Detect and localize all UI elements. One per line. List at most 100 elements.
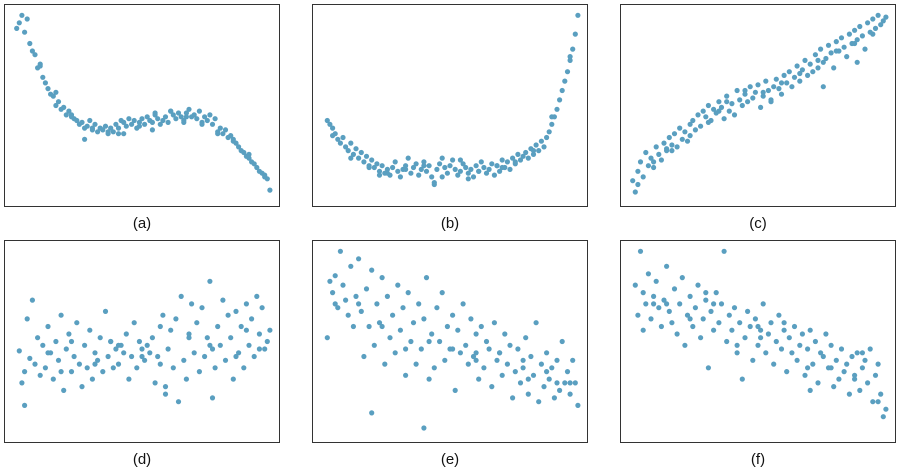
panel-b-point <box>390 164 396 171</box>
panel-b-point <box>465 170 471 176</box>
panel-c: (c) <box>620 4 896 232</box>
panel-f-point <box>695 282 701 288</box>
panel-e-point <box>562 380 568 386</box>
panel-f-point <box>786 335 792 341</box>
panel-c-point <box>776 86 782 92</box>
panel-b-point <box>570 46 576 52</box>
panel-c-point <box>763 78 769 84</box>
panel-f-point <box>805 365 811 371</box>
panel-e-point <box>421 425 427 431</box>
panel-b-point <box>450 157 456 163</box>
panel-e-point <box>423 275 430 281</box>
panel-e-point <box>564 369 571 375</box>
panel-f: (f) <box>620 240 896 468</box>
panel-c-point <box>684 138 691 144</box>
panel-b-point <box>363 153 370 159</box>
panel-c-point <box>651 164 657 171</box>
panel-d-point <box>178 293 184 299</box>
panel-c-point <box>784 80 790 86</box>
panel-c-point <box>878 22 884 28</box>
panel-e-point <box>358 308 364 314</box>
panel-f-point <box>656 305 662 311</box>
panel-e-point <box>340 282 346 288</box>
panel-c-point <box>815 57 821 64</box>
panel-a-point <box>82 136 88 142</box>
panel-e-point <box>392 350 398 356</box>
panel-d-point <box>204 335 210 341</box>
panel-d-point <box>29 297 35 303</box>
panel-f-point <box>674 331 680 337</box>
panel-a-point <box>136 119 142 125</box>
panel-c-point <box>632 189 638 195</box>
panel-e-point <box>439 290 445 296</box>
panel-e-point <box>468 316 474 322</box>
panel-e-point <box>504 361 510 367</box>
panel-b-point <box>358 149 364 156</box>
panel-f-point <box>698 335 704 341</box>
panel-c-point <box>818 46 824 52</box>
panel-f-point <box>878 391 884 397</box>
panel-b-point <box>327 121 333 127</box>
panel-b-point <box>491 172 497 178</box>
panel-d-point <box>102 308 109 314</box>
panel-c-point <box>745 99 751 105</box>
panel-f-point <box>778 346 785 352</box>
panel-c-point <box>742 87 748 94</box>
panel-d-point <box>241 365 247 371</box>
panel-e-point <box>384 293 390 299</box>
panel-a-point <box>123 123 129 129</box>
panel-e-point <box>528 353 534 360</box>
panel-c-point <box>739 102 745 109</box>
panel-d-point <box>236 350 242 356</box>
panel-b-point <box>520 153 526 159</box>
panel-e-point <box>452 387 458 393</box>
panel-d-point <box>194 320 200 326</box>
panel-d-point <box>74 320 80 326</box>
panel-b-point <box>567 54 573 60</box>
panel-f-point <box>823 331 829 337</box>
panel-f-point <box>716 320 722 326</box>
panel-a-point <box>181 119 187 125</box>
panel-b-point <box>374 161 380 167</box>
panel-f-point <box>666 308 672 314</box>
panel-d-point <box>115 361 122 367</box>
panel-d-point <box>162 391 169 397</box>
panel-d-point <box>22 369 28 375</box>
panel-d-point <box>27 355 33 361</box>
panel-b-point <box>476 168 482 174</box>
panel-e-point <box>486 346 492 352</box>
panel-c-point <box>750 95 756 101</box>
panel-a-point <box>267 187 273 193</box>
panel-f-point <box>849 353 855 360</box>
panel-e-point <box>418 346 424 352</box>
panel-d-point <box>183 376 189 382</box>
panel-f-point <box>640 290 646 296</box>
panel-f-point <box>862 357 868 363</box>
panel-c-point <box>846 31 853 37</box>
panel-c-point <box>875 12 881 18</box>
panel-d-point <box>251 353 257 360</box>
panel-b-point <box>489 161 495 167</box>
panel-a-point <box>19 12 25 18</box>
panel-e-point <box>400 305 406 311</box>
panel-c-point <box>671 131 678 137</box>
panel-b-point <box>559 87 565 94</box>
panel-d-point <box>209 346 216 352</box>
panel-f-point <box>721 248 727 254</box>
panel-a-points <box>14 12 273 193</box>
panel-d-point <box>58 312 64 318</box>
panel-b-point <box>465 176 471 182</box>
panel-f-point <box>794 357 800 363</box>
panel-f-point <box>750 357 756 363</box>
panel-e-point <box>572 380 578 386</box>
panel-d-point <box>19 380 25 386</box>
panel-a-point <box>84 123 90 129</box>
panel-b-point <box>376 168 383 174</box>
panel-c-point <box>799 67 806 73</box>
panel-e-point <box>335 305 341 311</box>
panel-b-point <box>486 166 492 172</box>
panel-b-point <box>403 163 409 169</box>
panel-b-point <box>483 170 490 176</box>
panel-c-point <box>805 72 811 78</box>
panel-b-point <box>324 117 330 124</box>
